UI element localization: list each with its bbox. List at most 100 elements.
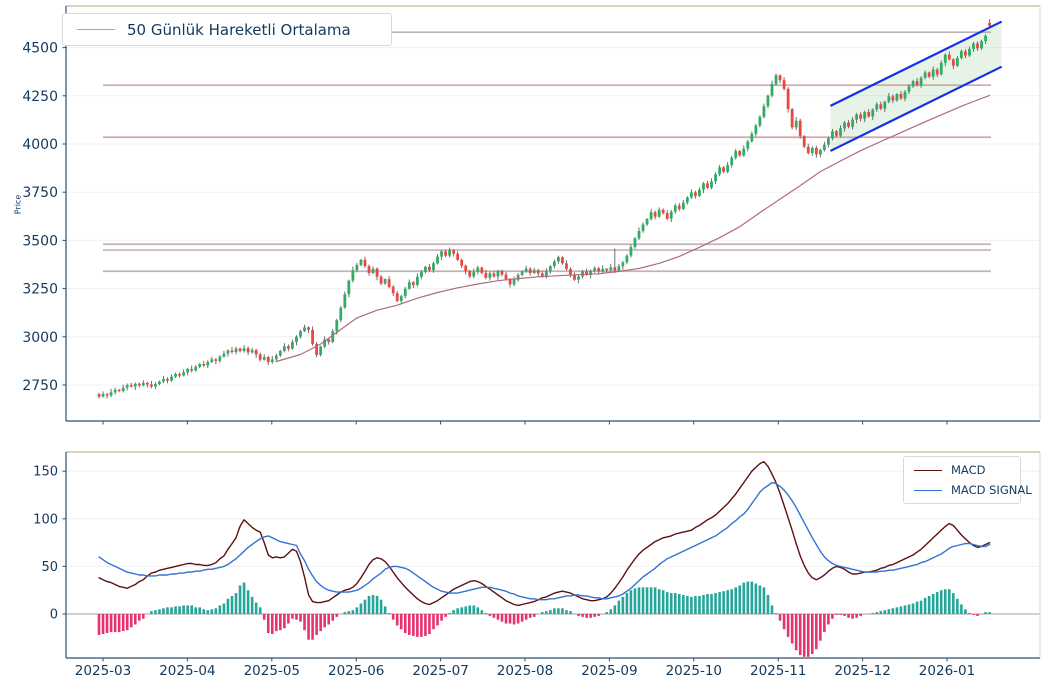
candle-body: [577, 276, 580, 280]
macd-histogram-bar: [581, 614, 584, 617]
macd-legend-label: MACD: [951, 463, 986, 477]
macd-histogram-bar: [101, 614, 105, 634]
macd-histogram-bar: [669, 593, 673, 614]
candle-body: [532, 270, 536, 273]
candle-body: [685, 197, 689, 203]
candle-body: [178, 374, 181, 376]
macd-histogram-bar: [154, 610, 157, 614]
candle-body: [915, 81, 919, 86]
candle-body: [822, 144, 826, 150]
candle-body: [879, 104, 883, 109]
macd-histogram-bar: [810, 614, 814, 654]
candle-body: [109, 392, 113, 396]
macd-histogram-bar: [363, 599, 367, 614]
candle-body: [754, 125, 758, 134]
macd-histogram-bar: [214, 608, 218, 614]
candle-body: [436, 256, 439, 264]
candle-body: [790, 109, 794, 128]
macd-histogram-bar: [133, 614, 137, 625]
candle-body: [117, 389, 121, 391]
candle-body: [448, 250, 451, 256]
candle-body: [363, 259, 367, 267]
macd-histogram-bar: [416, 614, 419, 637]
candle-body: [730, 157, 734, 166]
macd-histogram-bar: [242, 582, 246, 614]
candle-body: [512, 279, 516, 285]
macd-histogram-bar: [984, 612, 987, 614]
macd-histogram-bar: [234, 593, 238, 614]
macd-histogram-bar: [899, 606, 903, 614]
candle-body: [939, 62, 943, 75]
candle-body: [722, 167, 726, 172]
candle-body: [851, 119, 854, 127]
macd-histogram-bar: [754, 583, 758, 614]
macd-histogram-bar: [158, 609, 161, 614]
macd-histogram-bar: [649, 587, 653, 614]
candle-body: [593, 268, 597, 271]
macd-histogram-bar: [323, 614, 326, 628]
candle-body: [395, 293, 399, 301]
candle-body: [415, 276, 419, 285]
macd-histogram-bar: [166, 607, 169, 614]
macd-histogram-bar: [786, 614, 790, 637]
macd-histogram-bar: [279, 614, 282, 631]
macd-histogram-bar: [629, 590, 633, 614]
macd-histogram-bar: [714, 593, 717, 614]
candle-body: [311, 329, 314, 344]
candle-body: [391, 286, 395, 294]
candle-body: [976, 43, 979, 49]
candle-body: [234, 348, 238, 353]
macd-histogram-bar: [597, 614, 601, 616]
macd-histogram-bar: [375, 595, 379, 614]
candle-body: [605, 268, 609, 271]
macd-histogram-bar: [105, 614, 109, 634]
macd-histogram-bar: [637, 587, 641, 614]
candle-body: [186, 368, 190, 373]
macd-histogram-bar: [540, 612, 544, 614]
candle-body: [827, 138, 830, 145]
macd-histogram-bar: [137, 614, 141, 621]
candle-body: [141, 382, 145, 386]
macd-histogram-bar: [855, 614, 858, 618]
macd-histogram-bar: [379, 599, 383, 614]
macd-histogram-bar: [782, 614, 786, 630]
candle-body: [863, 111, 867, 119]
macd-histogram-bar: [125, 614, 129, 631]
macd-histogram-bar: [794, 614, 798, 651]
macd-histogram-bar: [871, 613, 875, 614]
macd-histogram-bar: [97, 614, 101, 635]
macd-histogram-bar: [428, 614, 431, 634]
macd-histogram-bar: [327, 614, 331, 625]
macd-histogram-bar: [399, 614, 403, 630]
macd-histogram-bar: [206, 610, 210, 614]
macd-histogram-bar: [657, 589, 661, 614]
candle-body: [766, 95, 770, 107]
macd-histogram-bar: [420, 614, 423, 637]
macd-histogram-bar: [387, 613, 391, 614]
candle-body: [839, 128, 842, 136]
candle-body: [718, 167, 721, 175]
candle-body: [162, 379, 165, 382]
candle-body: [589, 270, 593, 275]
macd-histogram-bar: [702, 594, 705, 614]
macd-histogram-bar: [532, 614, 536, 617]
candle-body: [669, 211, 673, 219]
candle-body: [810, 148, 814, 154]
candle-body: [831, 131, 834, 139]
candle-body: [399, 296, 403, 301]
candle-body: [101, 394, 105, 397]
candle-body: [923, 72, 927, 78]
candle-body: [367, 266, 371, 273]
macd-histogram-bar: [488, 614, 492, 616]
macd-histogram-bar: [113, 614, 117, 633]
candle-body: [129, 385, 133, 387]
macd-histogram-bar: [621, 596, 625, 614]
candle-body: [835, 131, 838, 136]
candle-body: [226, 350, 230, 354]
macd-histogram-bar: [476, 607, 480, 614]
candle-body: [315, 343, 319, 355]
macd-histogram-bar: [254, 602, 258, 614]
macd-histogram-bar: [682, 594, 685, 614]
macd-histogram-bar: [549, 610, 552, 614]
macd-signal-line: [98, 481, 991, 601]
